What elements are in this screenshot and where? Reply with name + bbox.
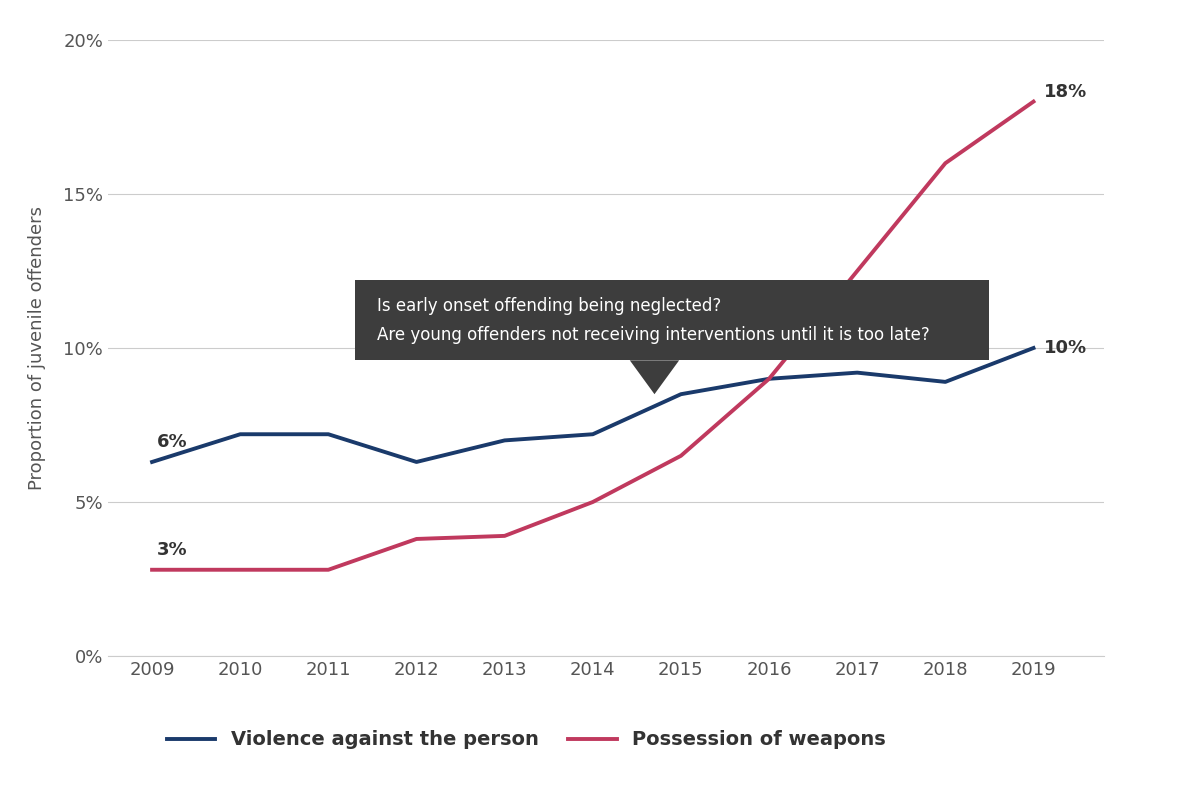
Text: 10%: 10% bbox=[1044, 339, 1087, 357]
Polygon shape bbox=[630, 360, 679, 394]
Legend: Violence against the person, Possession of weapons: Violence against the person, Possession … bbox=[158, 722, 894, 757]
Text: 3%: 3% bbox=[156, 541, 187, 559]
Y-axis label: Proportion of juvenile offenders: Proportion of juvenile offenders bbox=[29, 206, 47, 490]
Text: 6%: 6% bbox=[156, 433, 187, 451]
Text: 18%: 18% bbox=[1044, 83, 1087, 102]
FancyBboxPatch shape bbox=[355, 280, 990, 360]
Text: Is early onset offending being neglected?
Are young offenders not receiving inte: Is early onset offending being neglected… bbox=[377, 297, 930, 344]
